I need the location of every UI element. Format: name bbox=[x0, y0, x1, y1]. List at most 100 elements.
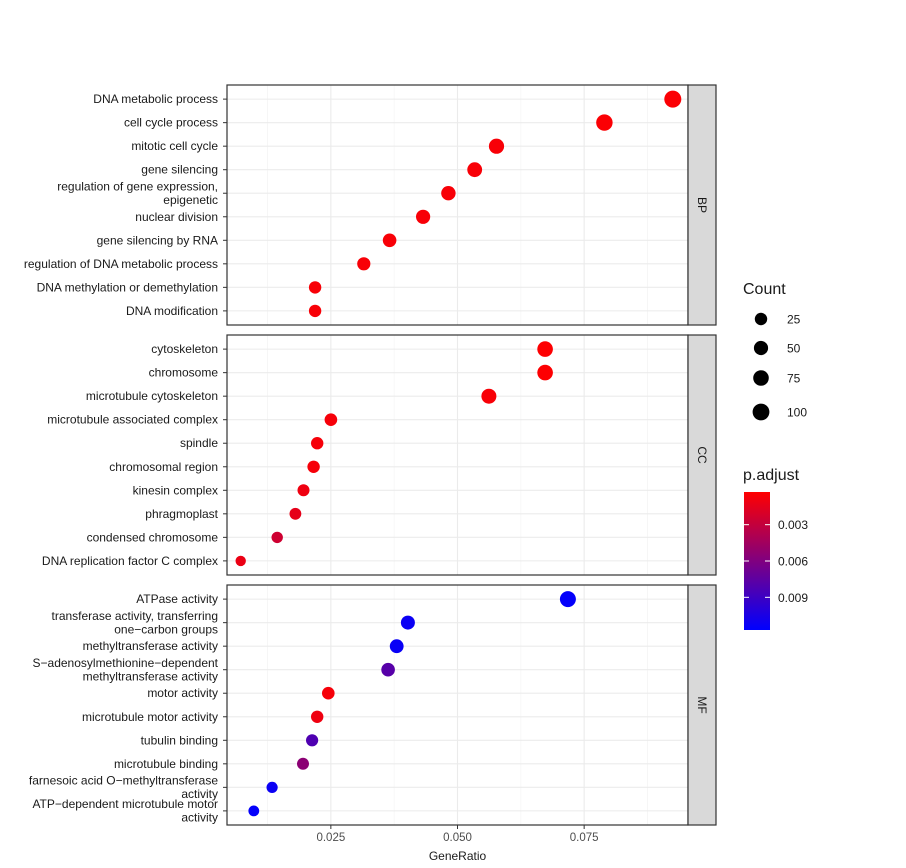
data-point bbox=[416, 209, 431, 224]
p-adjust-legend-label: 0.009 bbox=[778, 591, 808, 605]
term-label-line: kinesin complex bbox=[133, 483, 218, 497]
data-point bbox=[400, 615, 415, 630]
data-point bbox=[467, 162, 483, 178]
term-label-line: gene silencing by RNA bbox=[97, 233, 218, 247]
p-adjust-legend-title: p.adjust bbox=[743, 467, 800, 484]
data-point bbox=[266, 781, 278, 794]
term-label: methyltransferase activity bbox=[83, 639, 218, 653]
data-point bbox=[537, 364, 553, 381]
term-label: DNA modification bbox=[126, 304, 218, 318]
data-point bbox=[488, 138, 505, 154]
term-label-line: activity bbox=[181, 811, 218, 825]
x-tick-label: 0.075 bbox=[570, 832, 599, 844]
data-point bbox=[441, 186, 456, 201]
term-label-line: ATP−dependent microtubule motor bbox=[32, 797, 218, 811]
count-legend-key bbox=[754, 312, 768, 326]
data-point bbox=[322, 686, 335, 700]
term-label: microtubule cytoskeleton bbox=[86, 389, 218, 403]
term-label: DNA replication factor C complex bbox=[42, 554, 218, 568]
term-label: tubulin binding bbox=[141, 733, 218, 747]
facet-strip bbox=[687, 584, 717, 826]
p-adjust-legend: p.adjust 0.003 0.006 0.009 bbox=[743, 467, 808, 630]
term-label: microtubule associated complex bbox=[47, 413, 218, 427]
term-label: gene silencing bbox=[141, 163, 218, 177]
term-label-line: DNA replication factor C complex bbox=[42, 554, 218, 568]
x-tick-label: 0.025 bbox=[316, 832, 345, 844]
facet-strip-label: CC bbox=[695, 446, 709, 464]
data-point bbox=[271, 531, 283, 544]
term-label: regulation of DNA metabolic process bbox=[24, 257, 218, 271]
term-label: microtubule binding bbox=[114, 757, 218, 771]
data-point bbox=[297, 757, 309, 770]
term-label-line: DNA metabolic process bbox=[93, 92, 218, 106]
term-label-line: S−adenosylmethionine−dependent bbox=[33, 656, 219, 670]
term-label: S−adenosylmethionine−dependent methyltran… bbox=[33, 656, 219, 684]
data-point bbox=[307, 460, 320, 473]
term-label-line: tubulin binding bbox=[141, 733, 218, 747]
term-label: ATP−dependent microtubule motor activity bbox=[32, 797, 218, 825]
data-point bbox=[311, 710, 324, 723]
term-label: chromosomal region bbox=[109, 460, 218, 474]
count-legend-label: 25 bbox=[787, 313, 801, 327]
panel-cc: cytoskeleton chromosome microtubule cytosk… bbox=[42, 334, 717, 576]
term-label: regulation of gene expression, epigenetic bbox=[57, 180, 218, 208]
count-legend-key bbox=[752, 403, 770, 421]
term-label-line: DNA modification bbox=[126, 304, 218, 318]
term-label: microtubule motor activity bbox=[82, 710, 218, 724]
data-point bbox=[382, 233, 397, 248]
term-label-line: cell cycle process bbox=[124, 116, 218, 130]
term-label-line: microtubule motor activity bbox=[82, 710, 218, 724]
term-label: condensed chromosome bbox=[87, 530, 219, 544]
term-label: DNA methylation or demethylation bbox=[37, 280, 218, 294]
data-point bbox=[559, 591, 576, 608]
data-point bbox=[324, 413, 338, 427]
data-point bbox=[596, 114, 613, 131]
panels-layer: DNA metabolic process cell cycle process m… bbox=[24, 84, 717, 826]
data-point bbox=[308, 281, 322, 294]
term-label: phragmoplast bbox=[145, 507, 218, 521]
count-legend-title: Count bbox=[743, 281, 786, 298]
term-label: motor activity bbox=[147, 686, 218, 700]
term-label-line: activity bbox=[181, 787, 218, 801]
data-point bbox=[306, 734, 319, 747]
term-label: nuclear division bbox=[135, 210, 218, 224]
term-label-line: ATPase activity bbox=[136, 592, 218, 606]
term-label-line: farnesoic acid O−methyltransferase bbox=[29, 774, 218, 788]
count-legend-key bbox=[753, 370, 769, 386]
term-label-line: microtubule associated complex bbox=[47, 413, 218, 427]
term-label-line: motor activity bbox=[147, 686, 218, 700]
p-adjust-legend-label: 0.003 bbox=[778, 518, 808, 532]
x-axis: 0.025 0.050 0.075 bbox=[316, 825, 599, 844]
term-label-line: spindle bbox=[180, 436, 218, 450]
term-label-line: one−carbon groups bbox=[114, 622, 218, 636]
x-tick-label: 0.050 bbox=[443, 832, 472, 844]
count-legend-label: 100 bbox=[787, 406, 807, 420]
term-label-line: methyltransferase activity bbox=[83, 670, 218, 684]
data-point bbox=[381, 662, 395, 677]
facet-strip-label: MF bbox=[695, 696, 709, 713]
term-label-line: chromosome bbox=[149, 366, 219, 380]
term-label: transferase activity, transferring one−ca… bbox=[51, 609, 218, 637]
term-label: gene silencing by RNA bbox=[97, 233, 218, 247]
term-label-line: DNA methylation or demethylation bbox=[37, 280, 218, 294]
term-label: ATPase activity bbox=[136, 592, 218, 606]
facet-strip bbox=[687, 84, 717, 326]
count-legend-label: 75 bbox=[787, 372, 801, 386]
data-point bbox=[537, 341, 553, 357]
term-label-line: chromosomal region bbox=[109, 460, 218, 474]
term-label: mitotic cell cycle bbox=[131, 139, 218, 153]
facet-strip-label: BP bbox=[695, 197, 709, 213]
count-legend-label: 50 bbox=[787, 342, 801, 356]
facet-strip bbox=[687, 334, 717, 576]
term-label-line: phragmoplast bbox=[145, 507, 218, 521]
term-label-line: gene silencing bbox=[141, 163, 218, 177]
data-point bbox=[297, 484, 310, 497]
term-label-line: methyltransferase activity bbox=[83, 639, 218, 653]
term-label-line: mitotic cell cycle bbox=[131, 139, 218, 153]
data-point bbox=[664, 90, 682, 108]
term-label-line: transferase activity, transferring bbox=[51, 609, 218, 623]
term-label-line: epigenetic bbox=[163, 193, 218, 207]
term-label-line: regulation of gene expression, bbox=[57, 180, 218, 194]
term-label: chromosome bbox=[149, 366, 219, 380]
